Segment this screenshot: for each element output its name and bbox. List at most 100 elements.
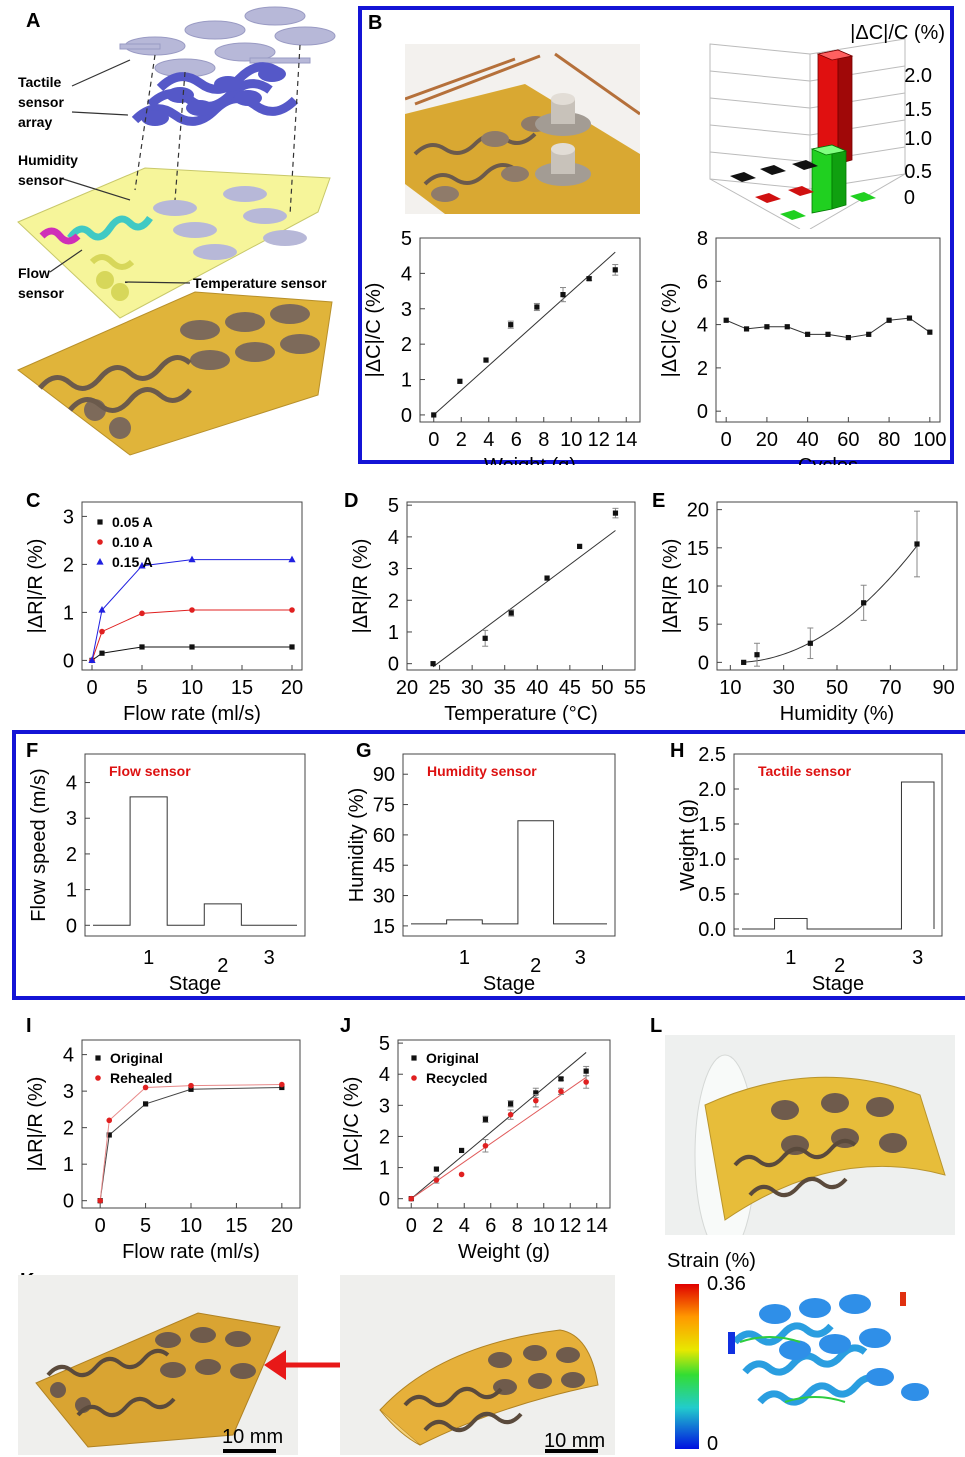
data-point [289, 607, 295, 613]
data-point [927, 329, 933, 335]
step-line [742, 781, 935, 930]
x-tick-label: 0 [406, 1215, 417, 1237]
panel-letter-h: H [670, 740, 685, 762]
x-tick-label: 0 [428, 429, 439, 451]
y-tick-label: 0 [698, 652, 709, 674]
x-axis-label: Weight (g) [484, 455, 576, 465]
y-tick-label: 1.5 [698, 814, 726, 836]
data-point [825, 331, 831, 337]
data-point [106, 1132, 112, 1138]
x-tick-label: 60 [837, 429, 859, 451]
x-tick-label: 2 [834, 955, 845, 977]
data-point [886, 317, 892, 323]
label-temperature-sensor: Temperature sensor [193, 275, 327, 291]
panel-k-photo-flat-device [18, 1275, 298, 1455]
scale-bar-label-bent: 10 mm [544, 1430, 606, 1452]
x-tick-label: 14 [615, 429, 637, 451]
y-tick-label: 3 [66, 808, 77, 830]
panel-l-photo-bent-device [665, 1035, 955, 1235]
data-point [482, 1142, 489, 1149]
data-point [188, 1086, 194, 1092]
y-tick-label: 2 [697, 358, 708, 380]
panel-letter-j: J [340, 1015, 352, 1037]
x-tick-label: 50 [591, 677, 613, 699]
label-tactile-sensor-array: Tactile sensor array [18, 74, 64, 130]
label-flow-sensor: Flow sensor [18, 265, 64, 301]
plot-frame [397, 1039, 611, 1209]
fit-line [410, 1052, 587, 1200]
data-point [807, 640, 813, 646]
chart-b-cycles: 02468020406080100Cycles|ΔC|/C (%) [660, 230, 947, 465]
y-tick-label: 2 [63, 1118, 74, 1140]
panel-letter-g: G [356, 740, 372, 762]
x-tick-label: 80 [878, 429, 900, 451]
data-point [188, 555, 196, 563]
data-point [784, 324, 790, 330]
chart-title: Flow sensor [109, 763, 191, 779]
data-point [560, 292, 566, 298]
data-point [533, 1097, 539, 1104]
panel-fgh-frame [12, 730, 965, 1000]
plot-frame [715, 237, 941, 423]
y-tick-label: 75 [373, 795, 395, 817]
data-point [431, 412, 437, 418]
legend-label: 0.15 A [112, 554, 153, 570]
data-point [914, 541, 920, 547]
x-tick-label: 40 [797, 429, 819, 451]
series [723, 315, 933, 341]
x-tick-label: 40 [526, 677, 548, 699]
data-point [612, 267, 618, 273]
x-tick-label: 20 [281, 677, 303, 699]
data-point [586, 276, 592, 282]
plot-frame [716, 501, 958, 671]
data-point [106, 1117, 113, 1124]
series [431, 251, 619, 418]
y-tick-label: 3 [388, 559, 399, 581]
y-axis-label: |ΔC|/C (%) [660, 283, 681, 378]
chart-f-flow-sensor: 0 1 2 3 4 1 2 3 Stage Flow speed (m/s) Flow sensor [28, 753, 306, 995]
x-axis-label: Stage [169, 973, 221, 995]
bar3d-title: |ΔC|/C (%) [850, 22, 945, 44]
panel-k-photo-bent-device [340, 1275, 615, 1455]
data-point [612, 510, 619, 516]
y-tick-label: 30 [373, 886, 395, 908]
x-tick-label: 45 [559, 677, 581, 699]
fit-curve [743, 545, 918, 663]
y-tick-label: 5 [379, 1033, 390, 1055]
data-point [139, 644, 145, 650]
panel-letter-f: F [26, 740, 39, 762]
data-point [534, 304, 540, 310]
bar3d-tick: 0.5 [904, 161, 932, 183]
plot-frame [402, 753, 616, 937]
series [89, 644, 295, 663]
series-line [99, 1084, 282, 1201]
y-tick-label: 5 [698, 614, 709, 636]
y-tick-label: 4 [388, 527, 399, 549]
y-tick-label: 10 [687, 576, 709, 598]
y-tick-label: 3 [401, 299, 412, 321]
data-point [457, 378, 463, 384]
y-tick-label: 1 [66, 880, 77, 902]
y-axis-label: |ΔC|/C (%) [363, 283, 385, 378]
panel-letter-e: E [652, 490, 666, 512]
y-tick-label: 1 [401, 370, 412, 392]
data-point [99, 628, 105, 635]
data-point [433, 1177, 440, 1183]
y-tick-label: 2 [388, 590, 399, 612]
y-tick-label: 5 [401, 230, 412, 250]
fit-line [410, 1076, 587, 1200]
x-axis-label: Stage [812, 973, 864, 995]
data-point [866, 331, 872, 337]
x-tick-label: 0 [721, 429, 732, 451]
y-tick-label: 0 [388, 654, 399, 676]
data-point [583, 1079, 589, 1085]
fit-line [433, 251, 616, 416]
data-point [583, 1068, 589, 1074]
x-tick-label: 20 [756, 429, 778, 451]
y-tick-label: 0.0 [698, 919, 726, 941]
y-axis-label: |ΔR|/R (%) [25, 1077, 47, 1172]
y-tick-label: 0 [401, 405, 412, 427]
legend-label: Original [110, 1050, 163, 1066]
data-point [508, 322, 514, 328]
x-tick-label: 15 [231, 677, 253, 699]
